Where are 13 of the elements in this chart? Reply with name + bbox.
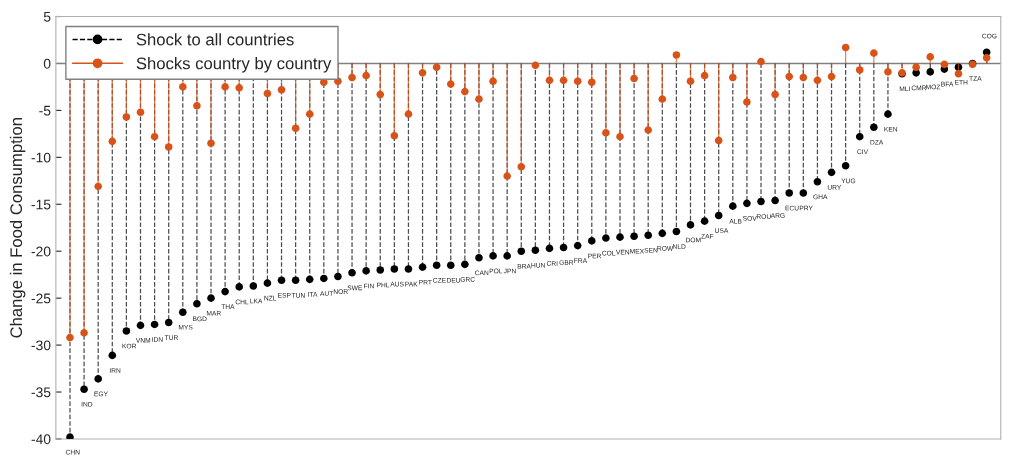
y-tick-label: 0 — [43, 58, 51, 69]
legend-label: Shock to all countries — [136, 33, 294, 46]
y-tick-label: -5 — [39, 105, 51, 116]
y-tick-label: -40 — [31, 434, 51, 445]
y-tick-label: -35 — [31, 387, 51, 398]
y-tick-label: -15 — [31, 199, 51, 210]
legend-label: Shocks country by country — [136, 57, 332, 73]
y-tick-label: 5 — [43, 12, 51, 22]
y-tick-label: -25 — [31, 293, 51, 304]
y-tick-label: -10 — [31, 152, 51, 163]
y-tick-label: -30 — [31, 340, 51, 351]
y-axis-title: Change in Food Consumption — [9, 118, 26, 338]
y-tick-label: -20 — [31, 246, 51, 257]
